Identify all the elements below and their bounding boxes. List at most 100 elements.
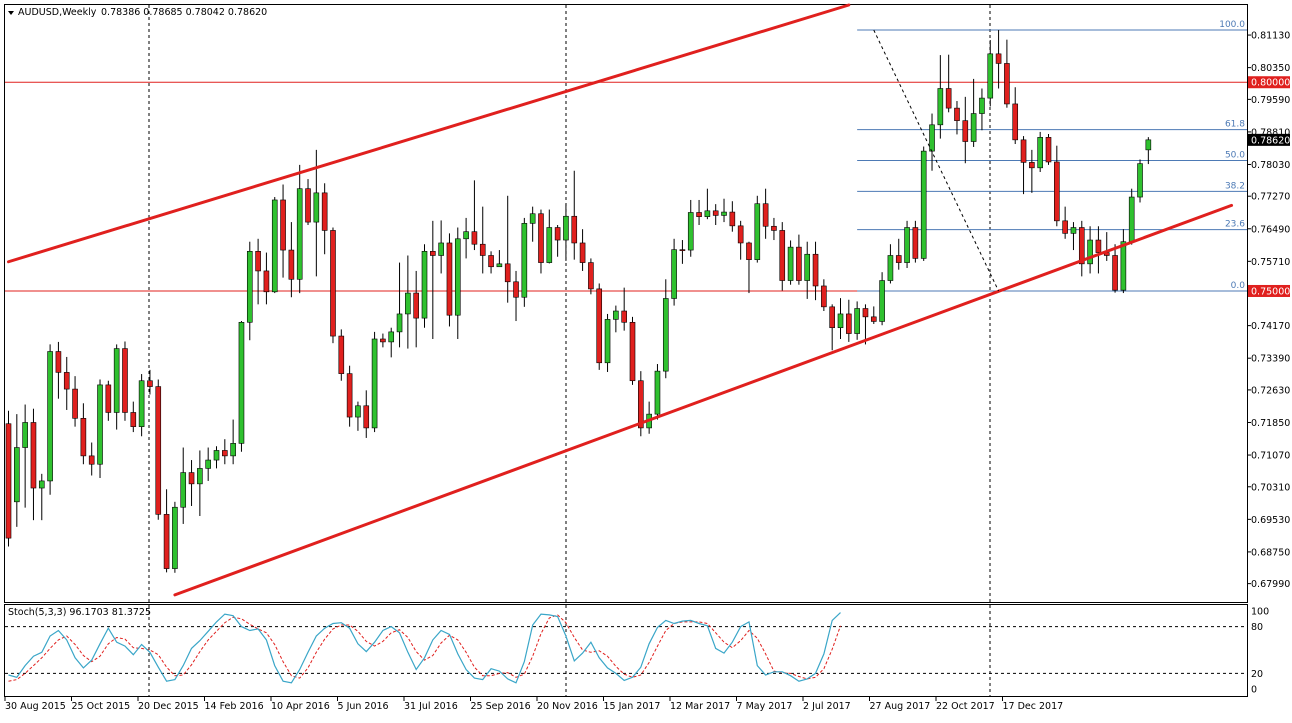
candle-body bbox=[754, 203, 761, 260]
bullish-candle bbox=[704, 188, 711, 220]
bullish-candle bbox=[887, 244, 894, 284]
bearish-candle bbox=[995, 30, 1002, 89]
date-tick-label: 31 Jul 2016 bbox=[404, 701, 458, 712]
candle-body bbox=[771, 225, 777, 231]
candle-body bbox=[621, 310, 627, 323]
bullish-candle bbox=[662, 279, 669, 379]
candle-body bbox=[937, 88, 944, 126]
candle-body bbox=[746, 242, 752, 260]
date-tick-label: 12 Mar 2017 bbox=[670, 701, 730, 712]
candle-body bbox=[38, 480, 45, 489]
bearish-candle bbox=[729, 201, 736, 232]
bearish-candle bbox=[305, 179, 311, 226]
candle-body bbox=[63, 372, 70, 390]
candle-body bbox=[1078, 227, 1085, 265]
date-tick-label: 7 May 2017 bbox=[737, 701, 793, 712]
candle-body bbox=[1112, 255, 1118, 291]
bearish-candle bbox=[413, 270, 419, 348]
candle-body bbox=[588, 262, 594, 290]
date-tick-label: 25 Oct 2015 bbox=[72, 701, 131, 712]
bullish-candle bbox=[687, 199, 694, 257]
candle-body bbox=[1128, 196, 1135, 243]
candle-body bbox=[1029, 162, 1035, 169]
candle-body bbox=[1095, 239, 1102, 253]
bearish-candle bbox=[1112, 244, 1118, 293]
candle-body bbox=[188, 472, 195, 485]
bullish-candle bbox=[529, 206, 536, 242]
candle-body bbox=[280, 199, 286, 251]
candle-body bbox=[446, 242, 453, 316]
candle-body bbox=[854, 308, 860, 334]
bullish-candle bbox=[671, 238, 677, 306]
bearish-candle bbox=[72, 376, 78, 427]
candle-body bbox=[945, 88, 952, 109]
candle-body bbox=[22, 422, 28, 448]
candle-body bbox=[30, 422, 37, 489]
candle-body bbox=[238, 321, 245, 444]
bearish-candle bbox=[954, 101, 960, 135]
bullish-candle bbox=[1087, 226, 1093, 274]
bearish-candle bbox=[862, 304, 869, 345]
candle-body bbox=[197, 468, 203, 485]
candle-body bbox=[504, 263, 511, 283]
date-tick-label: 20 Dec 2015 bbox=[138, 701, 199, 712]
bearish-candle bbox=[122, 341, 128, 421]
candle-body bbox=[812, 253, 819, 287]
bearish-candle bbox=[812, 241, 819, 301]
price-tick-label: 0.71850 bbox=[1251, 418, 1290, 429]
bearish-candle bbox=[621, 287, 627, 331]
bearish-candle bbox=[779, 222, 786, 291]
bullish-candle bbox=[1037, 131, 1043, 172]
bearish-candle bbox=[1078, 220, 1085, 277]
bearish-candle bbox=[1062, 206, 1068, 239]
candle-body bbox=[405, 292, 411, 315]
candle-body bbox=[870, 316, 877, 322]
bearish-candle bbox=[629, 316, 636, 385]
candle-body bbox=[979, 97, 985, 114]
bearish-candle bbox=[380, 333, 386, 348]
bullish-candle bbox=[454, 227, 461, 339]
bullish-candle bbox=[521, 217, 528, 307]
price-tick-label: 0.74170 bbox=[1251, 321, 1290, 332]
stoch-indicator-label: Stoch(5,3,3) 96.1703 81.3725 bbox=[8, 607, 151, 618]
candle-body bbox=[571, 215, 578, 244]
bullish-candle bbox=[970, 78, 977, 147]
bullish-candle bbox=[613, 305, 619, 333]
stoch-tick-label: 20 bbox=[1251, 669, 1263, 680]
bullish-candle bbox=[396, 262, 403, 348]
bearish-candle bbox=[488, 251, 494, 274]
candle-body bbox=[163, 514, 170, 569]
bearish-candle bbox=[446, 233, 453, 327]
bearish-candle bbox=[130, 401, 137, 433]
candle-body bbox=[513, 281, 519, 298]
candle-body bbox=[213, 450, 220, 461]
candle-body bbox=[321, 192, 328, 231]
indicator-pane-frame bbox=[4, 604, 1248, 697]
price-tick-label: 0.77270 bbox=[1251, 192, 1290, 203]
price-tick-label: 0.70310 bbox=[1251, 482, 1290, 493]
current-price-label: 0.78620 bbox=[1251, 135, 1290, 146]
price-tick-label: 0.75710 bbox=[1251, 257, 1290, 268]
current-price-box bbox=[1248, 133, 1290, 146]
fibonacci-level-label: 50.0 bbox=[1225, 151, 1245, 161]
bearish-candle bbox=[55, 341, 62, 399]
candle-body bbox=[1137, 163, 1143, 198]
candle-body bbox=[613, 310, 619, 320]
bullish-candle bbox=[197, 450, 203, 516]
bullish-candle bbox=[1120, 229, 1127, 294]
candle-body bbox=[521, 223, 528, 298]
candle-body bbox=[222, 450, 228, 457]
candle-body bbox=[454, 238, 461, 316]
bullish-candle bbox=[246, 241, 253, 341]
bearish-candle bbox=[504, 195, 511, 303]
date-tick-label: 17 Dec 2017 bbox=[1003, 701, 1064, 712]
candle-body bbox=[887, 255, 894, 281]
candle-body bbox=[380, 338, 386, 343]
price-tick-label: 0.69530 bbox=[1251, 515, 1290, 526]
candle-body bbox=[305, 188, 311, 223]
symbol-menu-arrow-icon[interactable] bbox=[8, 11, 14, 15]
candle-body bbox=[263, 270, 270, 293]
candle-body bbox=[147, 380, 153, 387]
bearish-candle bbox=[321, 183, 328, 255]
bullish-candle bbox=[230, 419, 236, 465]
